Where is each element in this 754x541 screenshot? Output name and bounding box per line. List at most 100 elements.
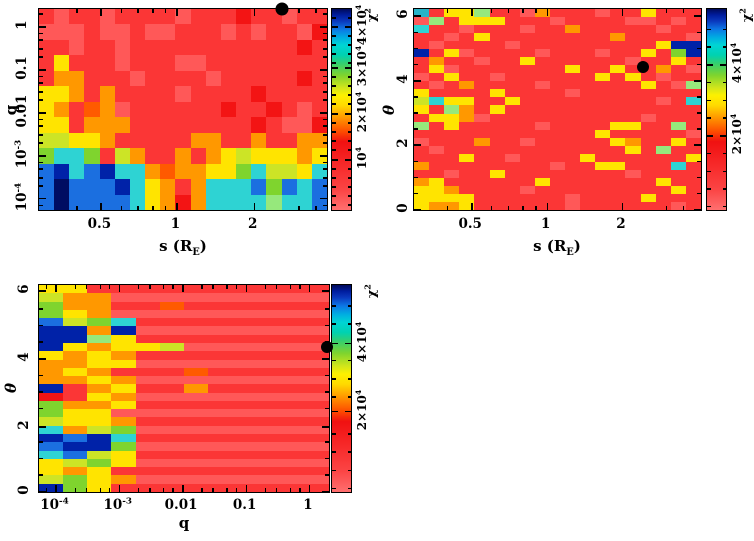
heatmap-cell [159,359,184,368]
axis-tick [332,113,338,115]
axis-tick [289,488,292,492]
heatmap-cell [135,326,160,335]
heatmap-cell [429,169,445,178]
heatmap-cell [266,117,282,133]
heatmap-cell [311,101,327,118]
heatmap-cell [459,41,475,50]
axis-tick [323,134,327,136]
heatmap-cell [111,458,136,468]
heatmap-cell [595,97,611,106]
colorbar [331,8,352,211]
heatmap-cell [534,57,550,66]
heatmap-cell [580,25,596,34]
heatmap-cell [474,201,490,210]
heatmap-cell [135,367,160,377]
heatmap-cell [459,177,475,186]
heatmap-cell [429,145,445,154]
heatmap-cell [135,425,160,435]
axis-tick [522,9,524,13]
heatmap-cell [280,367,305,377]
heatmap-cell [670,201,686,210]
heatmap-cell [251,55,267,71]
axis-tick [39,324,43,327]
heatmap-cell [183,417,209,426]
heatmap-cell [63,342,88,352]
heatmap-cell [183,309,209,319]
heatmap-cell [256,301,281,310]
heatmap-cell [655,177,671,186]
axis-tick [323,32,327,35]
heatmap-cell [220,194,237,210]
heatmap-cell [444,121,460,130]
axis-tick [308,485,311,492]
heatmap-cell [69,194,85,210]
heatmap-cell [145,86,161,102]
heatmap-cell [205,55,221,71]
heatmap-cell [534,193,550,202]
heatmap-cell [190,70,206,87]
heatmap-cell [519,49,535,58]
heatmap-cell [625,185,641,194]
axis-tick [722,188,726,190]
heatmap-cell [519,25,535,34]
heatmap-cell [111,351,136,360]
heatmap-cell [640,33,656,42]
heatmap-cell [99,194,115,210]
heatmap-cell [69,117,85,133]
heatmap-cell [685,57,701,66]
heatmap-cell [489,73,505,82]
heatmap-cell [63,475,88,484]
heatmap-cell [625,89,641,98]
heatmap-cell [444,201,460,210]
heatmap-cell [549,89,566,98]
heatmap-cell [159,467,184,476]
heatmap-cell [183,392,209,401]
heatmap-cell [474,113,490,122]
heatmap-cell [610,201,626,210]
axis-tick [323,91,327,93]
heatmap-cell [610,49,626,58]
heatmap-cell [565,17,581,26]
heatmap-cell [159,367,184,377]
heatmap-cell [580,49,596,58]
heatmap-cell [489,161,505,170]
axis-tick [201,488,203,492]
heatmap-cell [232,318,257,327]
heatmap-cell [232,309,257,319]
heatmap-cell [655,129,671,138]
heatmap-cell [39,318,64,327]
heatmap-cell [220,86,237,102]
heatmap-cell [114,39,130,56]
axis-tick [120,9,122,13]
heatmap-cell [159,318,184,327]
heatmap-cell [565,169,581,178]
heatmap-cell [114,163,130,180]
heatmap-cell [625,161,641,170]
heatmap-cell [565,185,581,194]
axis-tick [264,285,267,289]
heatmap-cell [549,161,566,170]
heatmap-cell [280,458,305,468]
heatmap-cell [256,376,281,385]
heatmap-cell [595,137,611,146]
heatmap-cell [519,129,535,138]
heatmap-cell [670,161,686,170]
y-tick-label: 10-4 [13,182,31,212]
heatmap-cell [519,201,535,210]
heatmap-cell [459,145,475,154]
heatmap-cell [208,309,233,319]
heatmap-cell [655,73,671,82]
heatmap-cell [87,334,112,343]
axis-tick [235,488,238,492]
heatmap-cell [625,33,641,42]
heatmap-cell [549,185,566,194]
heatmap-cell [549,201,566,210]
heatmap-cell [685,177,701,186]
axis-tick [332,131,336,133]
axis-tick [118,285,121,292]
heatmap-cell [444,33,460,42]
heatmap-cell [655,89,671,98]
axis-tick [323,142,327,144]
heatmap-cell [670,17,686,26]
heatmap-cell [640,41,656,50]
